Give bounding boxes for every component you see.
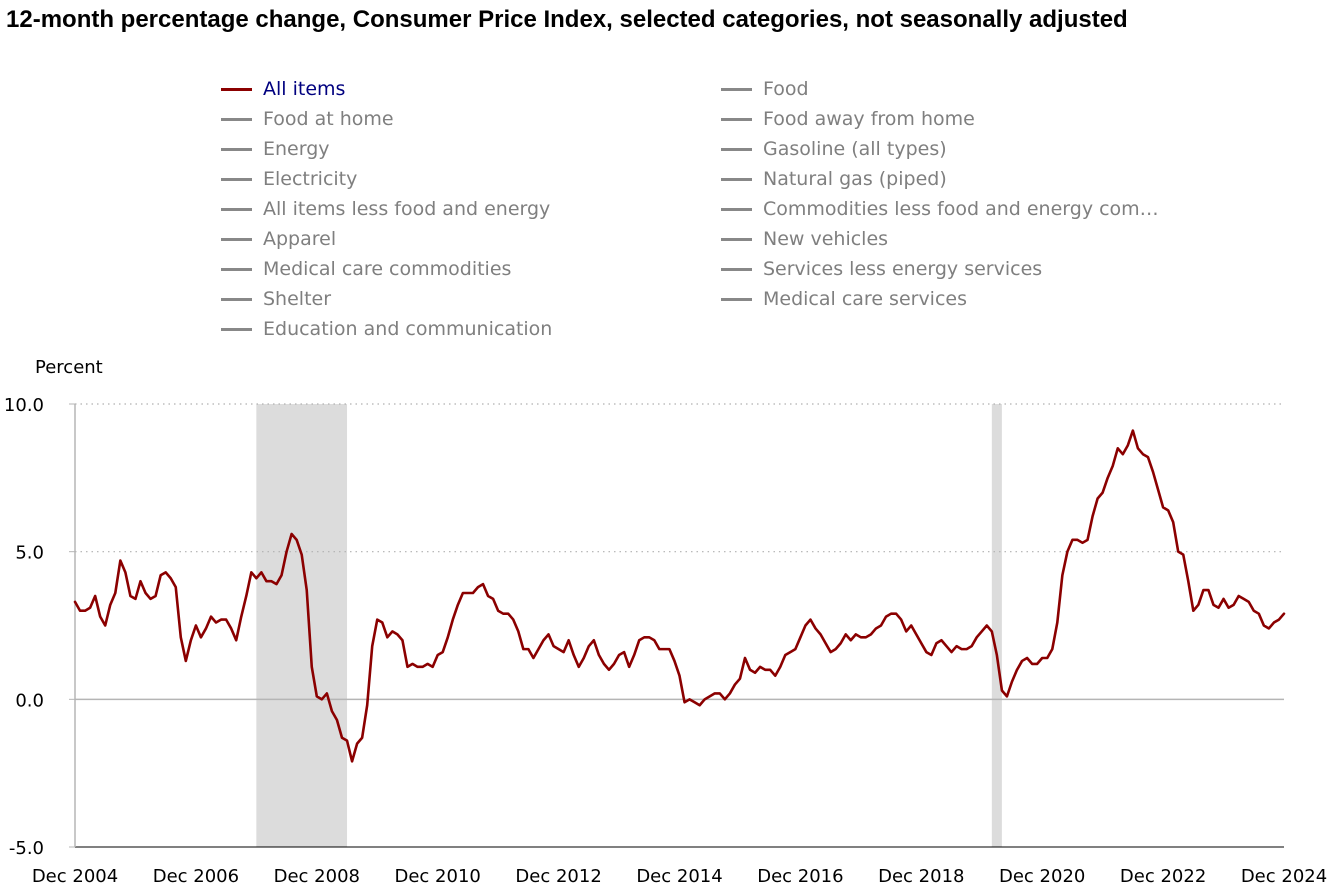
x-tick-label: Dec 2004 <box>32 866 118 887</box>
x-tick-label: Dec 2008 <box>274 866 360 887</box>
y-tick-label: 5.0 <box>15 543 44 564</box>
legend-item-food-at-home[interactable]: Food at home <box>221 104 394 134</box>
legend-swatch <box>721 237 752 241</box>
x-tick-label: Dec 2006 <box>153 866 239 887</box>
chart-title: 12-month percentage change, Consumer Pri… <box>6 6 1128 33</box>
legend-item-commodities-less-food-and-energy-com[interactable]: Commodities less food and energy com… <box>721 194 1159 224</box>
x-tick-label: Dec 2010 <box>395 866 481 887</box>
legend-label: Shelter <box>263 288 332 310</box>
legend: All items Food Food at home Food away from … <box>221 74 1221 346</box>
x-tick-label: Dec 2014 <box>636 866 722 887</box>
legend-item-food-away-from-home[interactable]: Food away from home <box>721 104 975 134</box>
legend-label: New vehicles <box>763 228 889 250</box>
legend-swatch <box>221 177 252 181</box>
legend-item-apparel[interactable]: Apparel <box>221 224 336 254</box>
recession-band-1 <box>256 404 348 847</box>
x-tick-label: Dec 2018 <box>878 866 964 887</box>
legend-label: Food at home <box>263 108 394 130</box>
legend-item-shelter[interactable]: Shelter <box>221 284 331 314</box>
x-tick-label: Dec 2012 <box>515 866 601 887</box>
x-tick-label: Dec 2016 <box>757 866 843 887</box>
legend-swatch <box>221 237 252 241</box>
legend-item-medical-care-commodities[interactable]: Medical care commodities <box>221 254 511 284</box>
legend-label: Medical care commodities <box>263 258 512 280</box>
legend-swatch <box>721 207 752 211</box>
legend-label: Medical care services <box>763 288 967 310</box>
legend-swatch <box>221 147 252 151</box>
recession-band-2 <box>991 404 1002 847</box>
legend-label: Food <box>763 78 809 100</box>
legend-item-food[interactable]: Food <box>721 74 809 104</box>
legend-item-natural-gas-piped[interactable]: Natural gas (piped) <box>721 164 947 194</box>
legend-swatch <box>221 117 252 121</box>
legend-item-services-less-energy-services[interactable]: Services less energy services <box>721 254 1042 284</box>
legend-label: Apparel <box>263 228 337 250</box>
legend-swatch <box>221 297 252 301</box>
legend-label: Energy <box>263 138 330 160</box>
legend-label: Education and communication <box>263 318 553 340</box>
legend-label: All items less food and energy <box>263 198 551 220</box>
legend-swatch <box>221 327 252 331</box>
legend-swatch <box>721 177 752 181</box>
legend-item-education-and-communication[interactable]: Education and communication <box>221 314 552 344</box>
legend-label: Services less energy services <box>763 258 1043 280</box>
legend-label: All items <box>263 78 346 100</box>
x-tick-label: Dec 2022 <box>1120 866 1206 887</box>
legend-item-electricity[interactable]: Electricity <box>221 164 357 194</box>
legend-label: Commodities less food and energy com… <box>763 198 1159 220</box>
x-tick-label: Dec 2020 <box>999 866 1085 887</box>
legend-item-all-items[interactable]: All items <box>221 74 345 104</box>
y-tick-label: -5.0 <box>9 838 44 859</box>
series-line-all-items <box>73 429 1286 763</box>
legend-swatch <box>221 267 252 271</box>
legend-label: Natural gas (piped) <box>763 168 947 190</box>
legend-item-new-vehicles[interactable]: New vehicles <box>721 224 888 254</box>
legend-item-medical-care-services[interactable]: Medical care services <box>721 284 967 314</box>
y-tick-label: 10.0 <box>4 395 44 416</box>
legend-label: Electricity <box>263 168 358 190</box>
y-axis-label: Percent <box>35 357 103 378</box>
legend-item-all-items-less-food-and-energy[interactable]: All items less food and energy <box>221 194 550 224</box>
x-tick-label: Dec 2024 <box>1241 866 1327 887</box>
legend-swatch <box>721 87 752 91</box>
legend-item-energy[interactable]: Energy <box>221 134 330 164</box>
legend-label: Food away from home <box>763 108 975 130</box>
y-tick-label: 0.0 <box>15 690 44 711</box>
legend-swatch <box>721 117 752 121</box>
legend-item-gasoline-all-types[interactable]: Gasoline (all types) <box>721 134 947 164</box>
legend-swatch <box>221 207 252 211</box>
legend-swatch <box>721 267 752 271</box>
legend-swatch <box>721 297 752 301</box>
legend-swatch <box>221 87 252 91</box>
legend-label: Gasoline (all types) <box>763 138 947 160</box>
legend-swatch <box>721 147 752 151</box>
